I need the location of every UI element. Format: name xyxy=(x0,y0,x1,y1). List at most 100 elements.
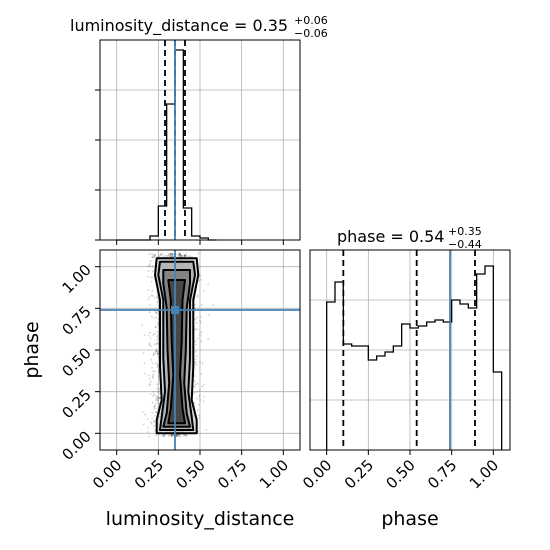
sample-point xyxy=(147,275,150,278)
sample-point xyxy=(149,421,152,424)
histogram-bar xyxy=(493,372,501,450)
sample-point xyxy=(148,384,151,387)
sample-point xyxy=(155,311,158,314)
sample-point xyxy=(143,362,146,365)
sample-point xyxy=(199,321,202,324)
sample-point xyxy=(158,375,160,378)
sample-point xyxy=(171,253,174,256)
joint-y-tick-labels: 0.00 0.25 0.50 0.75 1.00 xyxy=(58,261,94,464)
x-tick-label: 0.25 xyxy=(341,456,377,492)
sample-point xyxy=(155,350,158,353)
sample-point xyxy=(158,392,161,395)
sample-point xyxy=(177,435,180,438)
sample-point xyxy=(150,294,153,297)
sample-point xyxy=(148,264,151,267)
histogram-bar xyxy=(335,282,343,450)
sample-point xyxy=(185,255,188,258)
sample-point xyxy=(167,254,169,257)
sample-point xyxy=(149,392,152,395)
sample-point xyxy=(155,411,158,413)
x-tick-label: 0.50 xyxy=(382,456,418,492)
sample-point xyxy=(148,331,151,334)
sample-point xyxy=(148,265,150,267)
sample-point xyxy=(152,373,155,376)
sample-point xyxy=(184,255,186,258)
sample-point xyxy=(155,343,158,346)
sample-point xyxy=(156,396,159,398)
sample-point xyxy=(201,362,204,364)
x-tick-label: 1.00 xyxy=(466,456,502,492)
sample-point xyxy=(148,435,151,438)
sample-point xyxy=(196,316,198,319)
hist-ld-title: luminosity_distance = 0.35 xyxy=(70,16,288,36)
sample-point xyxy=(153,343,156,346)
sample-point xyxy=(153,408,156,410)
sample-point xyxy=(152,254,155,257)
sample-point xyxy=(186,435,188,437)
sample-point xyxy=(193,380,196,383)
sample-point xyxy=(156,397,159,400)
histogram-bar xyxy=(352,346,360,450)
sample-point xyxy=(151,376,154,379)
sample-point xyxy=(147,289,150,291)
sample-point xyxy=(149,380,152,383)
sample-point xyxy=(169,254,171,257)
sample-point xyxy=(155,399,157,402)
histogram-bar xyxy=(427,322,435,450)
sample-point xyxy=(149,337,152,340)
sample-point xyxy=(159,396,161,399)
sample-point xyxy=(152,392,155,395)
joint-truth-lines xyxy=(100,250,300,450)
sample-point xyxy=(199,399,202,401)
sample-point xyxy=(195,355,198,358)
sample-point xyxy=(148,342,151,345)
sample-point xyxy=(156,352,159,355)
histogram-bar xyxy=(343,344,351,450)
sample-point xyxy=(195,322,198,324)
sample-point xyxy=(147,374,150,377)
sample-point xyxy=(152,256,155,259)
hist-ph-title: phase = 0.54 xyxy=(337,227,444,246)
sample-point xyxy=(175,434,178,437)
histogram-bar xyxy=(418,326,426,450)
sample-point xyxy=(156,342,158,345)
histogram-bar xyxy=(460,304,468,450)
sample-point xyxy=(152,354,155,357)
sample-point xyxy=(195,363,198,366)
sample-point xyxy=(148,343,151,346)
sample-point xyxy=(182,434,185,436)
sample-point xyxy=(153,404,156,407)
sample-point xyxy=(179,253,182,256)
sample-point xyxy=(169,255,171,258)
sample-point xyxy=(156,411,158,414)
sample-point xyxy=(157,350,160,353)
sample-point xyxy=(179,253,182,256)
sample-point xyxy=(179,435,182,438)
sample-point xyxy=(201,385,204,388)
sample-point xyxy=(194,328,197,331)
sample-point xyxy=(149,304,151,307)
sample-point xyxy=(176,433,179,436)
sample-point xyxy=(200,331,203,333)
sample-point xyxy=(172,253,175,256)
sample-point xyxy=(154,351,157,354)
histogram-bar xyxy=(393,346,401,450)
sample-point xyxy=(193,303,196,306)
sample-point xyxy=(155,316,157,319)
histogram-bar xyxy=(150,236,158,240)
sample-point xyxy=(198,403,200,406)
sample-point xyxy=(156,395,158,398)
x-tick-label: 0.25 xyxy=(131,456,167,492)
sample-point xyxy=(150,345,152,348)
sample-point xyxy=(150,358,153,361)
sample-point xyxy=(193,385,196,388)
hist-ld-title-base: luminosity_distance = 0.35 xyxy=(70,16,288,36)
sample-point xyxy=(150,422,153,425)
sample-point xyxy=(141,324,143,327)
sample-point xyxy=(202,400,205,403)
sample-point xyxy=(156,297,159,300)
sample-point xyxy=(144,413,147,416)
sample-point xyxy=(184,434,187,436)
sample-point xyxy=(194,361,197,364)
